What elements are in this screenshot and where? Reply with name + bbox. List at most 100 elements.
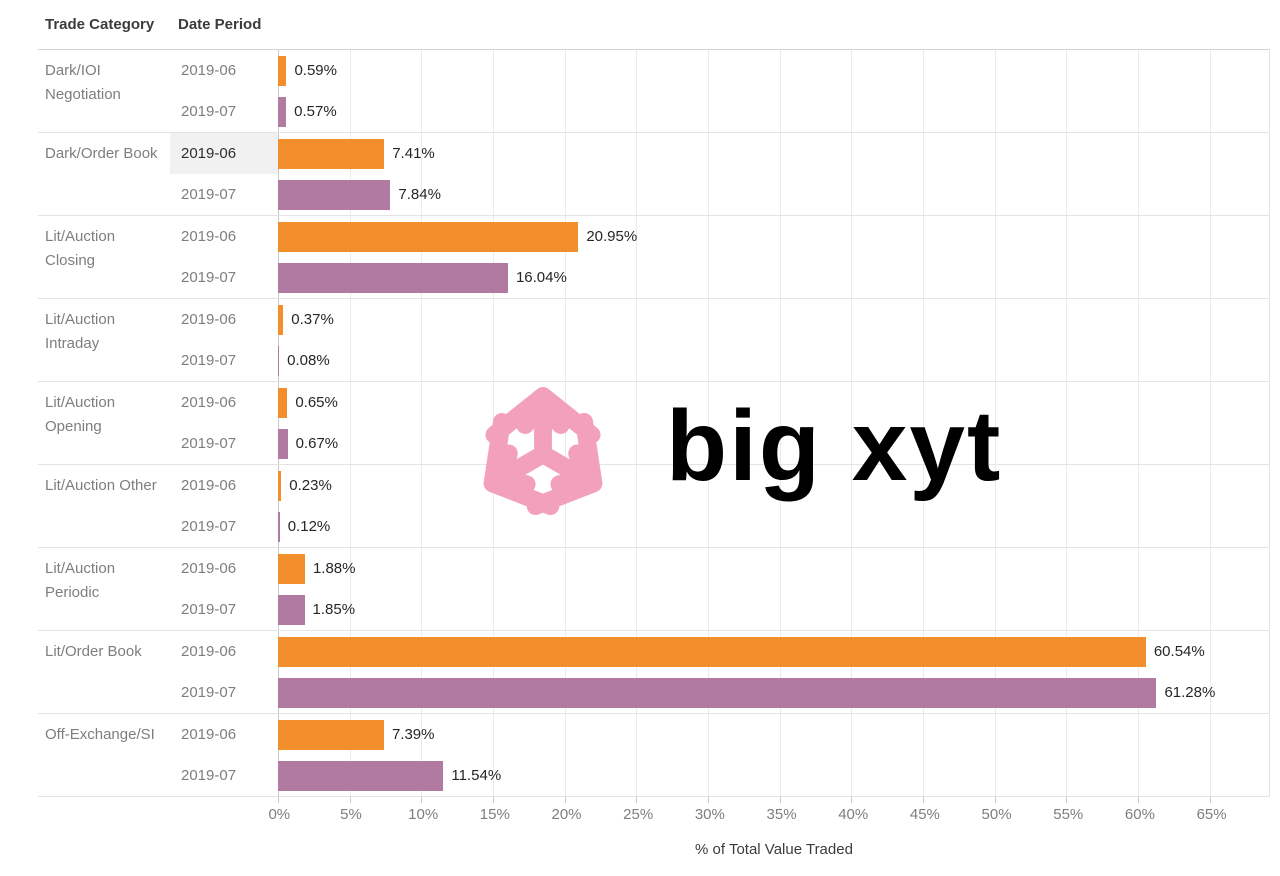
bar[interactable] [278, 345, 280, 376]
bar[interactable] [278, 262, 508, 293]
date-period-cells: 2019-06 2019-07 [178, 631, 278, 713]
date-period-cell[interactable]: 2019-06 [181, 560, 237, 577]
bar[interactable] [278, 304, 284, 335]
category-label[interactable]: Dark/Order Book [45, 145, 158, 162]
bar-value-label: 20.95% [586, 228, 638, 245]
bar-value-label: 61.28% [1164, 684, 1216, 701]
date-period-cell[interactable]: 2019-07 [181, 601, 237, 618]
bar[interactable] [278, 138, 385, 169]
gridline [779, 50, 781, 797]
bar[interactable] [278, 719, 384, 750]
bar[interactable] [278, 387, 288, 418]
date-period-cell[interactable]: 2019-07 [181, 103, 237, 120]
bar-line: 1.88% [278, 548, 1270, 589]
bar[interactable] [278, 511, 280, 542]
category-label[interactable]: Off-Exchange/SI [45, 726, 155, 743]
category-label[interactable]: Lit/Auction Other [45, 477, 157, 494]
tick-label: 30% [694, 806, 725, 823]
tick-mark [708, 797, 710, 803]
date-period-cell[interactable]: 2019-07 [181, 352, 237, 369]
bars-cell: 7.41% 7.84% [278, 133, 1270, 215]
category-label[interactable]: Lit/Order Book [45, 643, 142, 660]
date-period-cell[interactable]: 2019-07 [181, 186, 237, 203]
category-row: Dark/IOI Negotiation 2019-06 2019-07 0.5… [38, 50, 1270, 133]
tick-label: 60% [1124, 806, 1155, 823]
category-label[interactable]: Lit/Auction Opening [45, 394, 116, 435]
date-period-cell[interactable]: 2019-07 [181, 518, 237, 535]
gridline [1138, 50, 1140, 797]
category-row: Lit/Auction Periodic 2019-06 2019-07 1.8… [38, 548, 1270, 631]
date-period-cell[interactable]: 2019-06 [181, 311, 237, 328]
category-row: Lit/Auction Other 2019-06 2019-07 0.23% … [38, 465, 1270, 548]
bar-value-label: 7.39% [391, 726, 435, 743]
category-label[interactable]: Lit/Auction Intraday [45, 311, 116, 352]
date-period-cells: 2019-06 2019-07 [178, 382, 278, 464]
tick-mark [421, 797, 423, 803]
bars-cell: 0.37% 0.08% [278, 299, 1270, 381]
bar-value-label: 0.67% [295, 435, 339, 452]
tick-label: 0% [268, 806, 291, 823]
x-axis: 0% 5% 10% 15% 20% 25% 30% 35% 40% 45% 50% 55% 60% 65% [268, 797, 1270, 833]
category-label[interactable]: Dark/IOI Negotiation [45, 62, 121, 103]
bar[interactable] [278, 594, 305, 625]
bar[interactable] [278, 636, 1146, 667]
tick-mark [923, 797, 925, 803]
category-row: Dark/Order Book 2019-06 2019-07 7.41% 7.… [38, 133, 1270, 216]
date-period-cell[interactable]: 2019-06 [181, 62, 237, 79]
category-label[interactable]: Lit/Auction Periodic [45, 560, 116, 601]
date-period-cell[interactable]: 2019-07 [181, 767, 237, 784]
bar[interactable] [278, 55, 287, 86]
bar[interactable] [278, 760, 444, 791]
date-period-cells: 2019-06 2019-07 [178, 299, 278, 381]
bar-line: 16.04% [278, 257, 1270, 298]
bar-line: 61.28% [278, 672, 1270, 713]
bar-value-label: 0.59% [294, 62, 337, 79]
bar[interactable] [278, 179, 391, 210]
tick-label: 5% [340, 806, 362, 823]
bar[interactable] [278, 428, 288, 459]
bar[interactable] [278, 470, 282, 501]
bar-value-label: 7.41% [392, 145, 435, 162]
category-row: Lit/Auction Opening 2019-06 2019-07 0.65… [38, 382, 1270, 465]
rows: Dark/IOI Negotiation 2019-06 2019-07 0.5… [38, 50, 1270, 797]
bar[interactable] [278, 677, 1157, 708]
gridline [421, 50, 423, 797]
tick-mark [1209, 797, 1211, 803]
bar[interactable] [278, 221, 579, 252]
date-period-cell[interactable]: 2019-07 [181, 269, 237, 286]
bar-value-label: 0.23% [289, 477, 332, 494]
date-period-cell[interactable]: 2019-06 [181, 477, 237, 494]
tick-label: 20% [551, 806, 582, 823]
category-row: Lit/Auction Closing 2019-06 2019-07 20.9… [38, 216, 1270, 299]
date-period-cell[interactable]: 2019-06 [181, 643, 237, 660]
tick-mark [564, 797, 566, 803]
bar-line: 7.41% [278, 133, 1270, 174]
tick-label: 10% [408, 806, 439, 823]
tick-mark [1066, 797, 1068, 803]
tick-label: 40% [838, 806, 869, 823]
bar-line: 0.12% [278, 506, 1270, 547]
bar-line: 0.08% [278, 340, 1270, 381]
bar[interactable] [278, 553, 305, 584]
date-period-cell[interactable]: 2019-06 [181, 228, 237, 245]
bar-line: 0.23% [278, 465, 1270, 506]
category-label[interactable]: Lit/Auction Closing [45, 228, 116, 269]
gridline [349, 50, 351, 797]
bar-value-label: 1.85% [312, 601, 356, 618]
date-period-cell[interactable]: 2019-06 [181, 394, 237, 411]
bars-cell: 20.95% 16.04% [278, 216, 1270, 298]
gridline [636, 50, 638, 797]
category-row: Off-Exchange/SI 2019-06 2019-07 7.39% 11… [38, 714, 1270, 797]
bars-cell: 1.88% 1.85% [278, 548, 1270, 630]
date-period-cell[interactable]: 2019-07 [181, 684, 237, 701]
date-period-cell[interactable]: 2019-06 [170, 133, 278, 174]
bars-cell: 0.59% 0.57% [278, 50, 1270, 132]
bar[interactable] [278, 96, 287, 127]
tick-mark [779, 797, 781, 803]
bar-line: 0.65% [278, 382, 1270, 423]
date-period-cells: 2019-06 2019-07 [178, 216, 278, 298]
date-period-cell[interactable]: 2019-07 [181, 435, 237, 452]
date-period-cell[interactable]: 2019-06 [181, 726, 237, 743]
bar-line: 7.39% [278, 714, 1270, 755]
